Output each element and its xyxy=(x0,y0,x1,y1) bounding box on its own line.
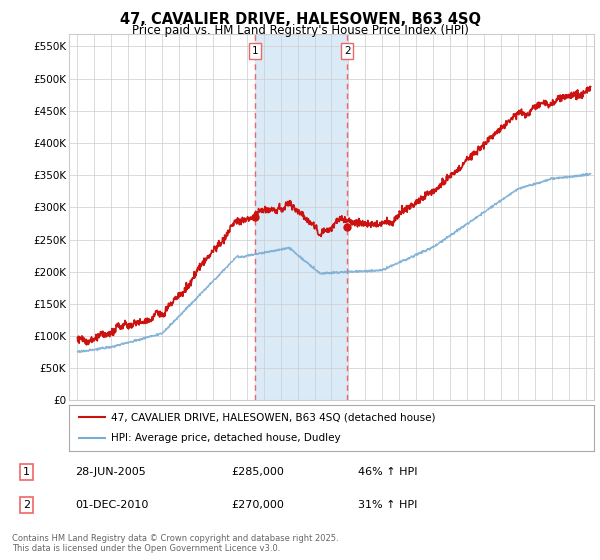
Text: 47, CAVALIER DRIVE, HALESOWEN, B63 4SQ (detached house): 47, CAVALIER DRIVE, HALESOWEN, B63 4SQ (… xyxy=(111,412,436,422)
Text: HPI: Average price, detached house, Dudley: HPI: Average price, detached house, Dudl… xyxy=(111,433,341,444)
Text: 47, CAVALIER DRIVE, HALESOWEN, B63 4SQ: 47, CAVALIER DRIVE, HALESOWEN, B63 4SQ xyxy=(119,12,481,27)
Text: £285,000: £285,000 xyxy=(231,467,284,477)
Text: 1: 1 xyxy=(252,46,259,56)
Text: 46% ↑ HPI: 46% ↑ HPI xyxy=(358,467,417,477)
Text: £270,000: £270,000 xyxy=(231,500,284,510)
Text: 2: 2 xyxy=(344,46,350,56)
Text: 31% ↑ HPI: 31% ↑ HPI xyxy=(358,500,417,510)
Text: 2: 2 xyxy=(23,500,30,510)
Text: Price paid vs. HM Land Registry's House Price Index (HPI): Price paid vs. HM Land Registry's House … xyxy=(131,24,469,37)
Bar xyxy=(255,34,347,400)
Text: 01-DEC-2010: 01-DEC-2010 xyxy=(76,500,149,510)
Text: 28-JUN-2005: 28-JUN-2005 xyxy=(76,467,146,477)
Text: 1: 1 xyxy=(23,467,30,477)
Text: Contains HM Land Registry data © Crown copyright and database right 2025.
This d: Contains HM Land Registry data © Crown c… xyxy=(12,534,338,553)
